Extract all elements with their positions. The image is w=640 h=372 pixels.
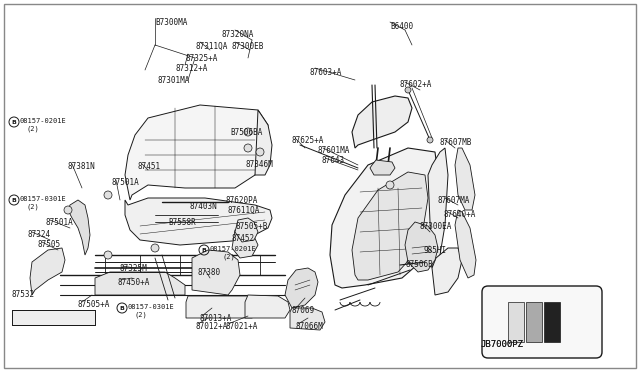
Text: JB7000PZ: JB7000PZ bbox=[480, 340, 523, 349]
Circle shape bbox=[151, 244, 159, 252]
Text: B7300MA: B7300MA bbox=[155, 18, 188, 27]
Text: 87346M: 87346M bbox=[245, 160, 273, 169]
FancyBboxPatch shape bbox=[482, 286, 602, 358]
Text: 87066M: 87066M bbox=[295, 322, 323, 331]
Text: B: B bbox=[12, 119, 17, 125]
Polygon shape bbox=[428, 148, 448, 268]
Text: (2): (2) bbox=[26, 126, 39, 132]
Polygon shape bbox=[405, 222, 438, 272]
Polygon shape bbox=[245, 295, 290, 318]
Polygon shape bbox=[508, 302, 524, 342]
Text: 87311QA: 87311QA bbox=[196, 42, 228, 51]
Text: 08157-0201E: 08157-0201E bbox=[20, 118, 67, 124]
Text: 87501A: 87501A bbox=[112, 178, 140, 187]
Polygon shape bbox=[352, 96, 412, 148]
Text: 87403N: 87403N bbox=[190, 202, 218, 211]
Polygon shape bbox=[186, 296, 262, 318]
Text: 87607MB: 87607MB bbox=[440, 138, 472, 147]
Text: 87012+A: 87012+A bbox=[195, 322, 227, 331]
Text: 87300EA: 87300EA bbox=[420, 222, 452, 231]
Text: 87505: 87505 bbox=[38, 240, 61, 249]
Polygon shape bbox=[285, 268, 318, 308]
Text: 87325+A: 87325+A bbox=[185, 54, 218, 63]
Polygon shape bbox=[235, 218, 258, 242]
Polygon shape bbox=[12, 310, 95, 325]
Polygon shape bbox=[30, 248, 65, 295]
Polygon shape bbox=[455, 148, 475, 210]
Text: 87532: 87532 bbox=[12, 290, 35, 299]
Text: B7558R: B7558R bbox=[168, 218, 196, 227]
Text: 87451: 87451 bbox=[138, 162, 161, 171]
Circle shape bbox=[405, 87, 411, 93]
Circle shape bbox=[244, 144, 252, 152]
Text: B: B bbox=[202, 247, 207, 253]
Text: 87069: 87069 bbox=[292, 306, 315, 315]
Text: JB7000PZ: JB7000PZ bbox=[480, 340, 523, 349]
Text: 87625+A: 87625+A bbox=[291, 136, 323, 145]
Polygon shape bbox=[526, 302, 542, 342]
Text: 985HI: 985HI bbox=[424, 246, 447, 255]
Text: 87501A: 87501A bbox=[46, 218, 74, 227]
Text: 87325M: 87325M bbox=[120, 264, 148, 273]
Polygon shape bbox=[255, 110, 272, 175]
Polygon shape bbox=[544, 302, 560, 342]
Text: (2): (2) bbox=[222, 254, 235, 260]
Circle shape bbox=[104, 251, 112, 259]
Text: 87380: 87380 bbox=[198, 268, 221, 277]
Text: 87620PA: 87620PA bbox=[225, 196, 257, 205]
Text: 08157-0201E: 08157-0201E bbox=[210, 246, 257, 252]
Circle shape bbox=[244, 128, 252, 136]
Polygon shape bbox=[352, 172, 428, 280]
Text: B: B bbox=[120, 305, 124, 311]
Text: 87301MA: 87301MA bbox=[158, 76, 190, 85]
Text: 08157-0301E: 08157-0301E bbox=[20, 196, 67, 202]
Circle shape bbox=[64, 206, 72, 214]
Text: 87324: 87324 bbox=[28, 230, 51, 239]
Text: 87505+B: 87505+B bbox=[236, 222, 268, 231]
Text: 87450+A: 87450+A bbox=[118, 278, 150, 287]
Polygon shape bbox=[290, 308, 325, 330]
Text: (2): (2) bbox=[134, 312, 147, 318]
Text: 87602+A: 87602+A bbox=[400, 80, 433, 89]
Text: 87607MA: 87607MA bbox=[438, 196, 470, 205]
Circle shape bbox=[427, 137, 433, 143]
Polygon shape bbox=[330, 148, 438, 288]
Text: 87505+A: 87505+A bbox=[78, 300, 110, 309]
Circle shape bbox=[386, 181, 394, 189]
Polygon shape bbox=[125, 198, 272, 245]
Text: 87611QA: 87611QA bbox=[228, 206, 260, 215]
Text: 87021+A: 87021+A bbox=[225, 322, 257, 331]
Polygon shape bbox=[455, 210, 476, 278]
Circle shape bbox=[256, 148, 264, 156]
Text: 87320NA: 87320NA bbox=[222, 30, 254, 39]
Polygon shape bbox=[125, 105, 268, 200]
Text: B6400: B6400 bbox=[390, 22, 413, 31]
Circle shape bbox=[104, 191, 112, 199]
Polygon shape bbox=[68, 200, 90, 255]
Text: (2): (2) bbox=[26, 204, 39, 211]
Text: 08157-0301E: 08157-0301E bbox=[128, 304, 175, 310]
Polygon shape bbox=[370, 160, 395, 175]
Polygon shape bbox=[192, 250, 240, 295]
Text: B7506BA: B7506BA bbox=[230, 128, 262, 137]
Text: 87312+A: 87312+A bbox=[176, 64, 209, 73]
Text: 87643: 87643 bbox=[322, 156, 345, 165]
Polygon shape bbox=[232, 228, 258, 258]
Text: 87381N: 87381N bbox=[68, 162, 96, 171]
Polygon shape bbox=[432, 248, 462, 295]
Text: 87603+A: 87603+A bbox=[310, 68, 342, 77]
Text: 87300EB: 87300EB bbox=[231, 42, 264, 51]
Text: B: B bbox=[12, 198, 17, 202]
Text: 87452: 87452 bbox=[232, 234, 255, 243]
Text: 87013+A: 87013+A bbox=[200, 314, 232, 323]
Text: 87640+A: 87640+A bbox=[444, 210, 476, 219]
Polygon shape bbox=[95, 272, 185, 295]
Text: 87506B: 87506B bbox=[405, 260, 433, 269]
Text: 87601MA: 87601MA bbox=[318, 146, 350, 155]
